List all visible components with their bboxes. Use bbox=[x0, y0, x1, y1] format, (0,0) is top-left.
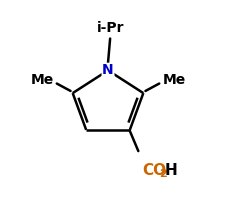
Text: i-Pr: i-Pr bbox=[96, 21, 124, 35]
Text: 2: 2 bbox=[159, 169, 167, 180]
Text: Me: Me bbox=[30, 73, 54, 87]
Text: N: N bbox=[102, 63, 114, 77]
Text: H: H bbox=[165, 163, 178, 178]
Text: CO: CO bbox=[143, 163, 167, 178]
Text: Me: Me bbox=[162, 73, 186, 87]
